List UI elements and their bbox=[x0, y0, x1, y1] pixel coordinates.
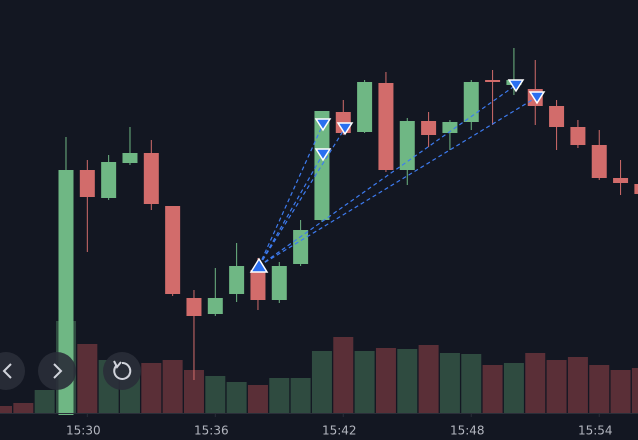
volume-bar bbox=[503, 363, 524, 413]
candle-body bbox=[399, 121, 415, 170]
candle-body bbox=[463, 82, 479, 122]
candle-layer bbox=[58, 48, 638, 415]
candle-body bbox=[186, 298, 202, 316]
nav-next[interactable] bbox=[38, 352, 76, 390]
volume-bar bbox=[0, 406, 12, 413]
candle-body bbox=[122, 153, 138, 163]
volume-bar bbox=[546, 360, 567, 413]
candle-body bbox=[101, 162, 117, 198]
sell-marker bbox=[314, 118, 332, 132]
volume-bar bbox=[311, 351, 332, 413]
volume-bar bbox=[439, 353, 460, 413]
sell-marker bbox=[528, 91, 546, 105]
x-tick-label: 15:54 bbox=[578, 424, 613, 438]
volume-bar bbox=[525, 353, 546, 413]
volume-bar bbox=[631, 368, 638, 413]
candle-body bbox=[442, 122, 458, 133]
candle-body bbox=[378, 83, 394, 170]
candle-body bbox=[634, 184, 638, 194]
volume-bar bbox=[610, 370, 631, 413]
candle-body bbox=[165, 206, 181, 294]
volume-bar bbox=[290, 378, 311, 413]
volume-bar bbox=[333, 337, 354, 413]
trade-links bbox=[258, 84, 538, 267]
trade-link bbox=[258, 123, 324, 267]
candle-body bbox=[613, 178, 629, 183]
candle-body bbox=[549, 106, 565, 127]
candle-body bbox=[591, 145, 607, 178]
buy-marker bbox=[249, 257, 269, 273]
reset-button[interactable] bbox=[103, 352, 141, 390]
volume-bar bbox=[461, 354, 482, 413]
volume-bar bbox=[269, 378, 290, 413]
trade-link bbox=[258, 127, 346, 267]
x-axis: 15:30 15:36 15:42 15:48 15:54 bbox=[66, 413, 613, 438]
candle-body bbox=[485, 80, 501, 82]
candle-body bbox=[314, 111, 330, 220]
sell-marker bbox=[507, 79, 525, 93]
volume-bar bbox=[226, 382, 247, 413]
trade-markers bbox=[249, 79, 546, 273]
volume-bar bbox=[183, 370, 204, 413]
trade-link bbox=[258, 153, 324, 267]
x-tick-label: 15:30 bbox=[66, 424, 101, 438]
volume-bar bbox=[418, 345, 439, 413]
volume-bar bbox=[162, 360, 183, 413]
x-tick-label: 15:48 bbox=[450, 424, 485, 438]
candle-body bbox=[207, 298, 223, 314]
candle-body bbox=[293, 230, 309, 264]
candle-body bbox=[570, 127, 586, 145]
nav-prev[interactable] bbox=[0, 352, 25, 390]
candle-body bbox=[421, 121, 437, 135]
volume-bar bbox=[354, 351, 375, 413]
candle-body bbox=[250, 270, 266, 300]
x-tick-label: 15:42 bbox=[322, 424, 357, 438]
volume-bar bbox=[567, 357, 588, 413]
volume-bar bbox=[13, 403, 34, 413]
candle-body bbox=[79, 170, 95, 197]
candle-body bbox=[357, 82, 373, 132]
trade-link bbox=[258, 96, 538, 267]
volume-bar bbox=[77, 344, 98, 413]
volume-bar bbox=[397, 349, 418, 413]
volume-layer bbox=[0, 321, 638, 413]
volume-bar bbox=[205, 376, 226, 413]
volume-bar bbox=[247, 385, 268, 413]
candle-body bbox=[271, 266, 287, 300]
sell-marker bbox=[336, 122, 354, 136]
x-tick-label: 15:36 bbox=[194, 424, 229, 438]
sell-marker bbox=[314, 148, 332, 162]
volume-bar bbox=[141, 363, 162, 413]
volume-bar bbox=[375, 348, 396, 413]
volume-bar bbox=[482, 365, 503, 413]
volume-bar bbox=[34, 390, 55, 413]
trade-link bbox=[258, 84, 517, 267]
candle-body bbox=[229, 266, 245, 294]
candle-body bbox=[143, 153, 159, 204]
volume-bar bbox=[589, 365, 610, 413]
